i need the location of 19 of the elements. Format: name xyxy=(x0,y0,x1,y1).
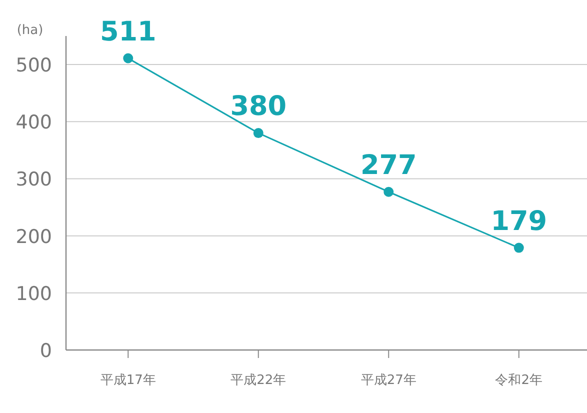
data-label: 179 xyxy=(490,206,548,237)
point xyxy=(384,186,394,197)
point xyxy=(123,53,134,64)
y-tick-label: 100 xyxy=(16,282,52,305)
y-tick-label: 300 xyxy=(16,168,52,191)
x-tick-label: 平成27年 xyxy=(360,373,416,388)
y-tick-label: 200 xyxy=(16,226,52,248)
point xyxy=(514,242,524,253)
y-tick-label: 0 xyxy=(40,340,52,362)
data-label: 277 xyxy=(360,150,417,181)
y-axis-title: (ha) xyxy=(16,23,44,38)
x-tick-label: 令和2年 xyxy=(495,373,543,388)
x-tick-label: 平成22年 xyxy=(230,373,286,388)
data-label: 511 xyxy=(100,16,156,48)
data-label: 380 xyxy=(230,91,287,122)
y-tick-label: 400 xyxy=(16,112,52,134)
x-tick-label: 平成17年 xyxy=(100,373,156,388)
y-tick-label: 500 xyxy=(16,54,52,77)
point xyxy=(253,128,264,138)
